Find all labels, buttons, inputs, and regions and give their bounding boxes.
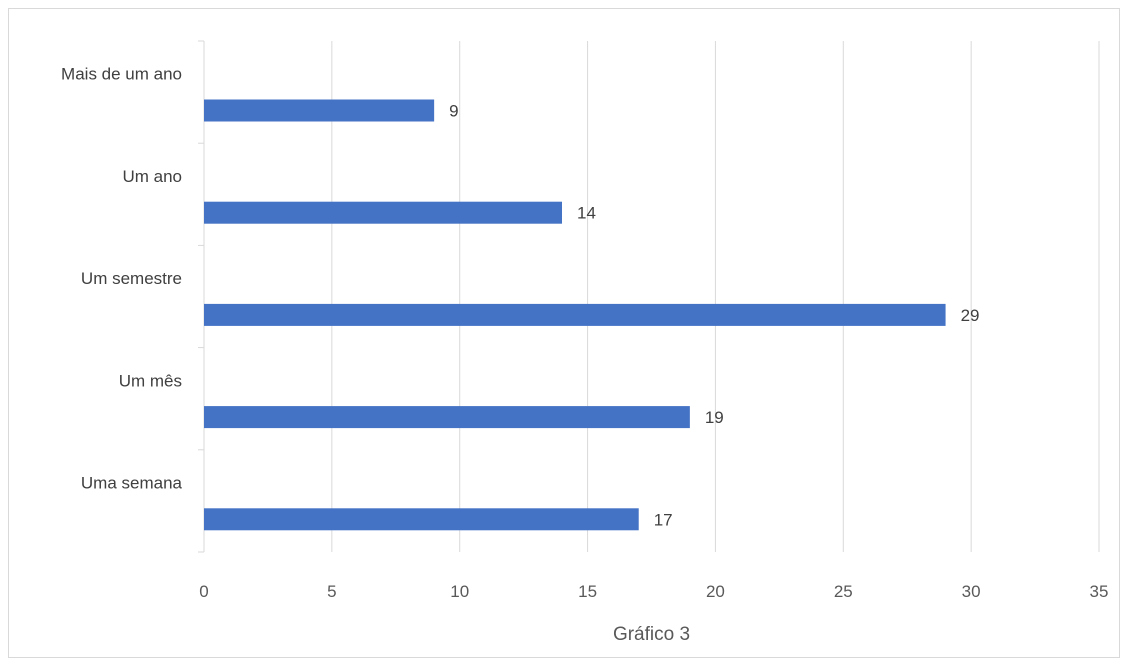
gridlines <box>331 41 1100 552</box>
category-label: Um mês <box>119 371 182 390</box>
bar <box>204 303 946 326</box>
data-label: 9 <box>449 101 458 120</box>
x-tick-label: 35 <box>1090 582 1109 601</box>
data-label: 14 <box>577 204 596 223</box>
data-label: 17 <box>654 510 673 529</box>
category-label: Mais de um ano <box>61 65 182 84</box>
x-tick-label: 0 <box>199 582 208 601</box>
data-label: 19 <box>705 408 724 427</box>
bar <box>204 99 435 122</box>
x-tick-label: 5 <box>327 582 336 601</box>
bars <box>204 99 946 531</box>
category-axis <box>198 40 205 553</box>
x-tick-label: 15 <box>578 582 597 601</box>
bar <box>204 508 639 531</box>
bar-chart: 0 5 10 15 20 25 30 35 9 Mais de um ano 14 Um ano 29 U… <box>61 40 1108 645</box>
x-tick-label: 10 <box>450 582 469 601</box>
category-label: Uma semana <box>81 474 183 493</box>
x-tick-label: 30 <box>962 582 981 601</box>
labels: 0 5 10 15 20 25 30 35 9 Mais de um ano 14 Um ano 29 U… <box>61 65 1108 601</box>
category-label: Um semestre <box>81 269 182 288</box>
data-label: 29 <box>961 306 980 325</box>
x-axis-title: Gráfico 3 <box>613 624 690 645</box>
bar <box>204 201 562 224</box>
x-tick-label: 25 <box>834 582 853 601</box>
x-tick-label: 20 <box>706 582 725 601</box>
bar <box>204 406 690 429</box>
category-label: Um ano <box>122 167 182 186</box>
chart-area: 0 5 10 15 20 25 30 35 9 Mais de um ano 14 Um ano 29 U… <box>8 8 1120 658</box>
